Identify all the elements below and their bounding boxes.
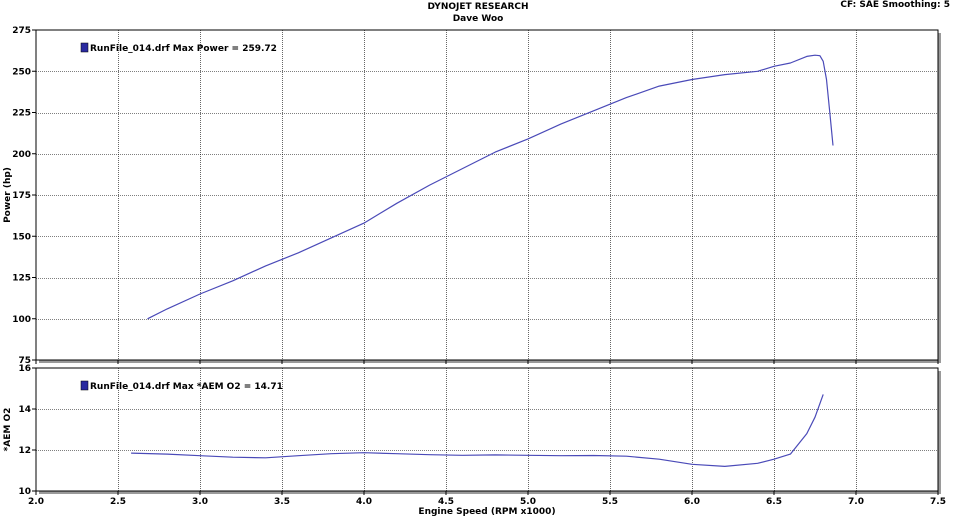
power-ytick-label: 100 <box>12 315 31 325</box>
o2-panel-frame <box>35 367 939 492</box>
power-ytick-label: 125 <box>12 274 31 284</box>
o2-xtick-label: 5.0 <box>520 497 536 507</box>
power-ytick-label: 75 <box>18 356 31 366</box>
o2-ytick-label: 14 <box>18 405 31 415</box>
o2-xtick-label: 4.5 <box>438 497 454 507</box>
o2-xtick-label: 7.0 <box>848 497 864 507</box>
o2-xtick-label: 6.5 <box>766 497 782 507</box>
power-ytick-label: 200 <box>12 150 31 160</box>
o2-xtick-label: 7.5 <box>930 497 946 507</box>
power-ytick-label: 225 <box>12 109 31 119</box>
o2-xtick-label: 4.0 <box>356 497 372 507</box>
power-ytick-label: 250 <box>12 67 31 77</box>
power-ytick-label: 150 <box>12 232 31 242</box>
power-legend-text: RunFile_014.drf Max Power = 259.72 <box>90 44 277 54</box>
o2-xtick-label: 5.5 <box>602 497 618 507</box>
o2-ylabel: *AEM O2 <box>3 408 13 452</box>
o2-xtick-label: 6.0 <box>684 497 700 507</box>
power-legend-marker <box>80 42 89 53</box>
power-series-line <box>147 54 834 320</box>
o2-legend-text: RunFile_014.drf Max *AEM O2 = 14.71 <box>90 382 283 392</box>
o2-ytick-label: 12 <box>18 446 31 456</box>
o2-xtick-label: 3.5 <box>274 497 290 507</box>
power-ylabel: Power (hp) <box>3 167 13 223</box>
power-ytick-label: 175 <box>12 191 31 201</box>
o2-xtick-label: 3.0 <box>192 497 208 507</box>
o2-ytick-label: 10 <box>18 487 31 497</box>
o2-xtick-label: 2.5 <box>110 497 126 507</box>
o2-ytick-label: 16 <box>18 364 31 374</box>
chart-title: DYNOJET RESEARCH <box>427 2 529 12</box>
o2-xtick-label: 2.0 <box>28 497 44 507</box>
power-panel-frame <box>35 29 939 361</box>
chart-subtitle: Dave Woo <box>452 14 504 24</box>
o2-legend-marker <box>80 380 89 391</box>
correction-smoothing-label: CF: SAE Smoothing: 5 <box>840 0 950 10</box>
o2-series-line <box>131 394 824 467</box>
power-ytick-label: 275 <box>12 26 31 36</box>
o2-xlabel: Engine Speed (RPM x1000) <box>418 507 555 516</box>
